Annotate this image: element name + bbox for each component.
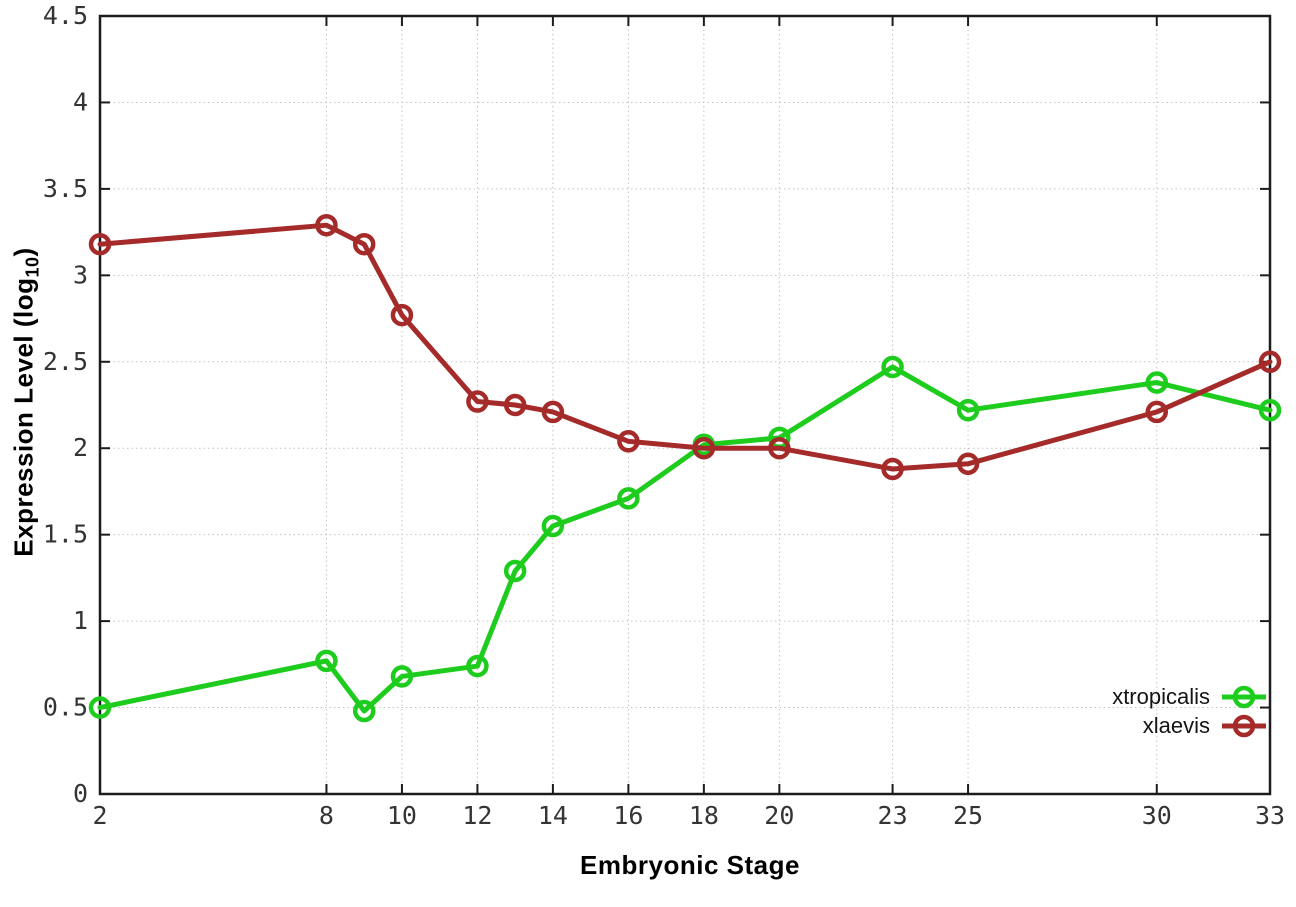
y-axis-title: Expression Level (log10)	[8, 247, 43, 556]
y-tick-label-2.5: 2.5	[43, 347, 88, 376]
x-axis-title: Embryonic Stage	[580, 850, 800, 880]
data-point-xtropicalis-stage-10	[390, 665, 414, 688]
data-point-xlaevis-stage-25	[956, 452, 980, 476]
x-tick-label-30: 30	[1142, 801, 1172, 830]
legend-item-xlaevis: xlaevis	[1112, 713, 1268, 739]
legend: xtropicalis xlaevis	[1112, 684, 1268, 739]
data-point-xtropicalis-stage-9	[352, 699, 376, 723]
data-point-xtropicalis-stage-14	[541, 514, 565, 538]
data-point-xtropicalis-stage-13	[503, 559, 527, 583]
x-tick-label-2: 2	[92, 801, 107, 830]
y-tick-label-3: 3	[73, 260, 88, 289]
y-tick-label-0: 0	[73, 779, 88, 808]
legend-item-xtropicalis: xtropicalis	[1112, 684, 1268, 710]
data-point-xtropicalis-stage-8	[315, 649, 338, 673]
data-point-xlaevis-stage-13	[503, 393, 527, 417]
x-tick-label-8: 8	[319, 801, 334, 830]
data-point-xlaevis-stage-30	[1145, 400, 1169, 424]
y-tick-label-3.5: 3.5	[43, 174, 88, 203]
data-point-xlaevis-stage-14	[541, 400, 565, 424]
data-point-xlaevis-stage-23	[881, 457, 904, 481]
x-tick-label-33: 33	[1255, 801, 1285, 830]
data-point-xlaevis-stage-9	[352, 232, 376, 256]
y-axis-title-text: Expression Level (log	[8, 277, 39, 557]
data-point-xtropicalis-stage-12	[466, 654, 489, 678]
data-point-xlaevis-stage-33	[1258, 350, 1282, 374]
x-tick-label-10: 10	[387, 801, 417, 830]
plot-border	[98, 14, 1272, 796]
series-line-xtropicalis	[97, 364, 1273, 714]
data-point-xtropicalis-stage-2	[88, 696, 112, 719]
y-tick-label-1.5: 1.5	[43, 520, 88, 549]
x-tick-label-14: 14	[538, 801, 568, 830]
x-tick-label-18: 18	[689, 801, 719, 830]
legend-label-xtropicalis: xtropicalis	[1112, 684, 1210, 709]
data-point-xlaevis-stage-8	[315, 213, 338, 237]
legend-label-xlaevis: xlaevis	[1142, 713, 1210, 738]
x-tick-label-16: 16	[613, 801, 643, 830]
x-tick-label-25: 25	[953, 801, 983, 830]
legend-marker-xtropicalis	[1222, 685, 1266, 709]
y-tick-label-4: 4	[73, 87, 88, 116]
data-point-xtropicalis-stage-16	[617, 487, 640, 510]
data-point-xlaevis-stage-20	[768, 436, 791, 460]
data-point-xtropicalis-stage-23	[881, 355, 904, 379]
x-tick-label-23: 23	[878, 801, 908, 830]
data-point-xlaevis-stage-10	[390, 303, 414, 327]
data-point-xlaevis-stage-16	[617, 430, 640, 453]
series-line-xlaevis	[97, 222, 1273, 472]
data-point-xtropicalis-stage-30	[1145, 371, 1169, 394]
data-point-xlaevis-stage-18	[692, 436, 716, 460]
y-axis-title-suffix: )	[8, 247, 39, 257]
x-tick-label-20: 20	[764, 801, 794, 830]
data-point-xtropicalis-stage-25	[956, 398, 980, 422]
y-axis-title-subscript: 10	[22, 256, 43, 278]
data-point-xtropicalis-stage-33	[1258, 398, 1282, 422]
data-point-xlaevis-stage-12	[466, 390, 489, 413]
x-tick-label-12: 12	[462, 801, 492, 830]
y-tick-label-1: 1	[73, 606, 88, 635]
y-tick-label-0.5: 0.5	[43, 693, 88, 722]
y-tick-label-4.5: 4.5	[43, 1, 88, 30]
y-tick-label-2: 2	[73, 433, 88, 462]
legend-marker-xlaevis	[1222, 714, 1266, 738]
data-point-xlaevis-stage-2	[88, 232, 112, 256]
